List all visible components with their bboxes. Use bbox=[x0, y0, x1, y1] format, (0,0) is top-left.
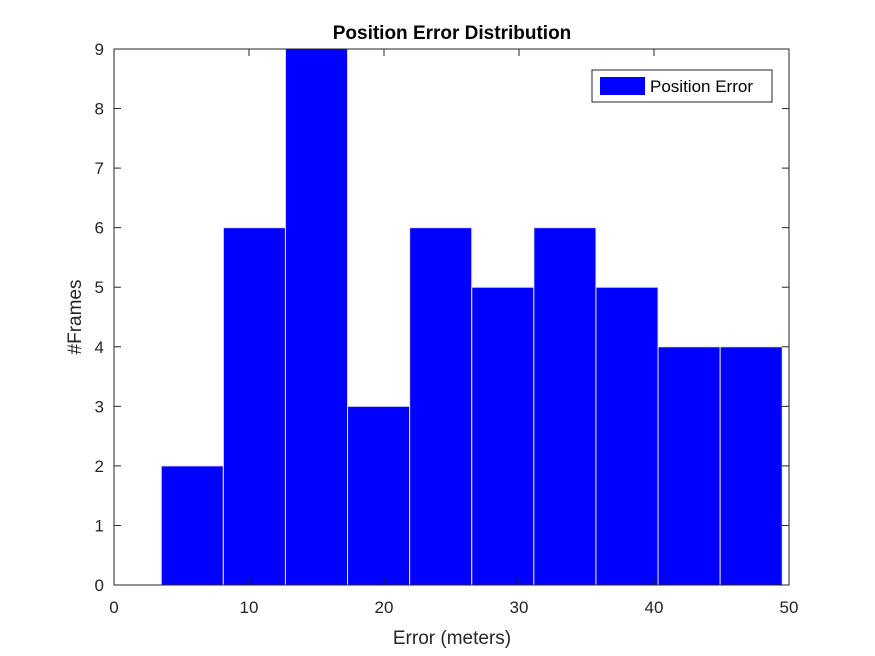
legend-swatch bbox=[600, 77, 645, 95]
legend: Position Error bbox=[591, 69, 773, 103]
histogram-bar bbox=[719, 346, 783, 586]
histogram-bar bbox=[409, 227, 473, 586]
x-tick-label: 10 bbox=[240, 598, 259, 617]
y-tick-label: 9 bbox=[95, 40, 104, 59]
histogram-bar bbox=[160, 465, 224, 586]
histogram-bar bbox=[657, 346, 721, 586]
x-tick-label: 20 bbox=[375, 598, 394, 617]
histogram-bar bbox=[347, 405, 411, 586]
y-axis-label: #Frames bbox=[65, 280, 86, 355]
y-tick-label: 0 bbox=[95, 576, 104, 595]
x-tick-label: 50 bbox=[780, 598, 799, 617]
histogram-bar bbox=[284, 48, 349, 586]
y-tick-label: 4 bbox=[95, 338, 104, 357]
y-tick-label: 7 bbox=[95, 159, 104, 178]
chart-title: Position Error Distribution bbox=[333, 23, 572, 44]
histogram-bar bbox=[533, 227, 597, 586]
histogram-bar bbox=[595, 286, 659, 586]
y-axis-ticks: 0 1 2 3 4 5 6 7 8 9 bbox=[95, 40, 789, 595]
y-tick-label: 2 bbox=[95, 457, 104, 476]
y-tick-label: 1 bbox=[95, 516, 104, 535]
x-tick-label: 0 bbox=[109, 598, 118, 617]
axes-box bbox=[113, 48, 790, 586]
histogram-bar bbox=[222, 227, 286, 586]
legend-label: Position Error bbox=[650, 77, 753, 96]
y-tick-label: 6 bbox=[95, 219, 104, 238]
y-tick-label: 3 bbox=[95, 397, 104, 416]
x-axis-label: Error (meters) bbox=[393, 628, 511, 649]
x-tick-label: 30 bbox=[510, 598, 529, 617]
histogram-bar bbox=[471, 286, 535, 586]
x-axis-ticks: 0 10 20 30 40 50 bbox=[109, 49, 798, 617]
y-tick-label: 5 bbox=[95, 278, 104, 297]
bars-layer bbox=[160, 48, 783, 586]
y-tick-label: 8 bbox=[95, 100, 104, 119]
x-tick-label: 40 bbox=[645, 598, 664, 617]
